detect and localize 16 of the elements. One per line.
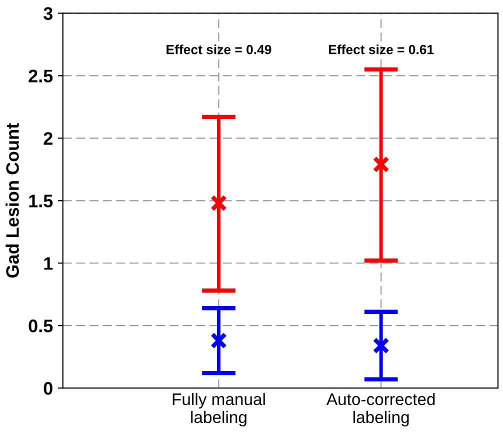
point xyxy=(210,194,228,212)
y-axis-title: Gad Lesion Count xyxy=(6,123,19,278)
point xyxy=(372,337,390,354)
y-tick-label: 0.5 xyxy=(28,320,53,332)
point xyxy=(372,156,390,173)
y-tick-label: 2.5 xyxy=(28,70,53,82)
x-tick-label: Auto-corrected labeling xyxy=(326,392,435,426)
annotation: Effect size = 0.49 xyxy=(166,44,272,54)
y-tick-label: 0 xyxy=(44,382,52,395)
y-tick-label: 3 xyxy=(44,7,52,20)
y-tick-label: 2 xyxy=(44,132,52,145)
x-tick-label: Fully manual labeling xyxy=(172,392,265,426)
y-tick-label: 1.5 xyxy=(29,194,53,208)
y-tick-label: 1 xyxy=(44,257,53,270)
annotation: Effect size = 0.61 xyxy=(328,44,434,54)
point xyxy=(210,332,228,349)
